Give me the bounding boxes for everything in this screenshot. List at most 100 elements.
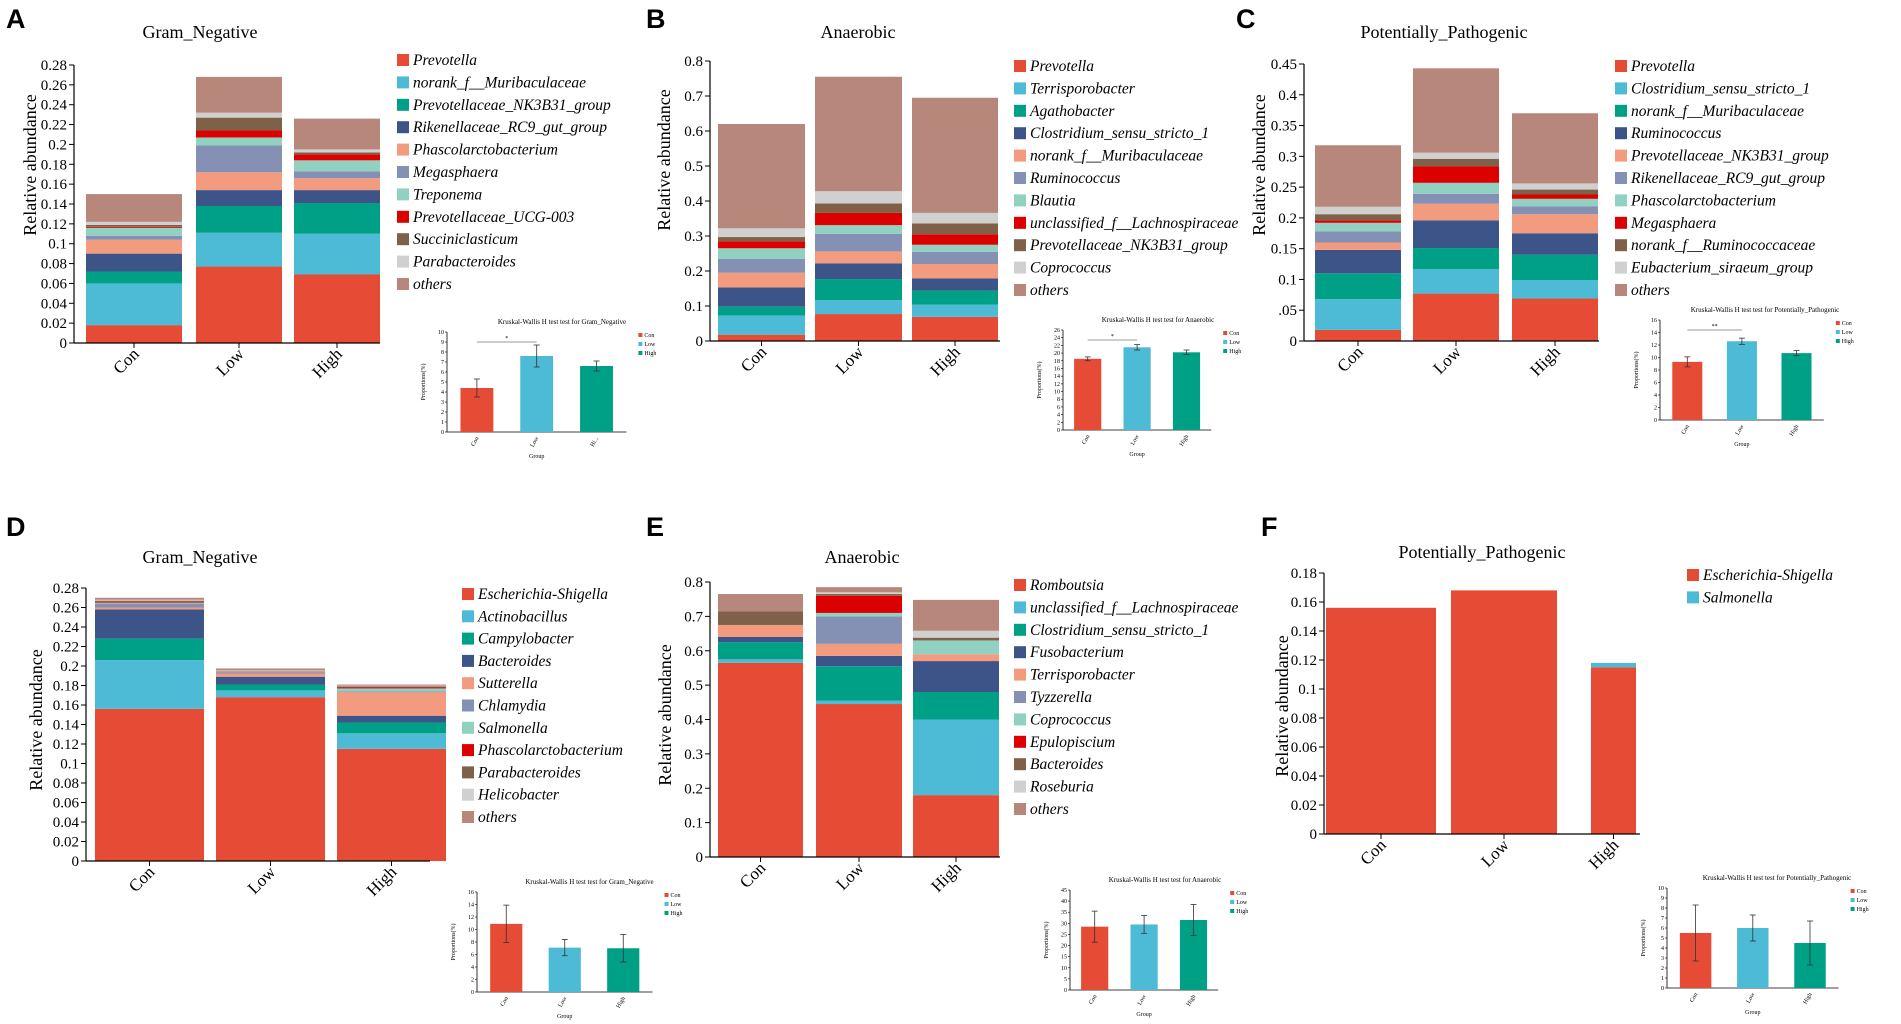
bar-segment-con-4	[86, 239, 182, 254]
bar-segment-con-0	[95, 708, 204, 861]
test-legend-label: Low	[671, 902, 683, 908]
test-y-tick-label: 16	[468, 890, 474, 896]
bar-segment-con-0	[1315, 329, 1401, 341]
test-bar-low	[1130, 924, 1158, 990]
bar-segment-low-9	[816, 592, 902, 595]
test-legend-swatch	[1850, 889, 1855, 893]
bar-segment-low-1	[196, 232, 282, 267]
test-y-tick-label: 30	[1061, 921, 1067, 927]
legend-label: Fusobacterium	[1029, 644, 1124, 661]
y-tick-label: 0.5	[684, 678, 703, 694]
test-legend-label: High	[671, 911, 683, 917]
bar-segment-con-8	[718, 611, 803, 625]
y-axis-label: Relative abundance	[1249, 94, 1269, 235]
test-y-tick-label: 4	[1654, 393, 1657, 399]
test-x-tick-label: High	[1803, 992, 1814, 1005]
legend-label: others	[1030, 282, 1069, 299]
test-legend-swatch	[1835, 321, 1840, 325]
test-y-axis-label: Proportions(%)	[450, 924, 457, 961]
panel-letter: B	[646, 4, 666, 34]
bar-segment-con-7	[718, 241, 805, 249]
x-tick-label-low: Low	[1429, 342, 1465, 378]
kruskal-test-chart: Kruskal-Wallis H test test for Gram_Nega…	[450, 878, 683, 1020]
test-title: Kruskal-Wallis H test test for Anaerobic	[1102, 316, 1214, 324]
bar-segment-high-3	[294, 190, 380, 204]
bar-segment-low-9	[216, 670, 325, 672]
bar-segment-low-3	[196, 190, 282, 206]
test-x-tick-label: High	[1179, 434, 1190, 447]
test-y-axis-label: Proportions(%)	[1633, 352, 1640, 389]
legend-label: Ruminococcus	[1029, 170, 1120, 187]
bar-segment-low-10	[816, 587, 902, 593]
y-tick-label: 0.2	[48, 137, 67, 153]
test-y-tick-label: 6	[441, 370, 444, 376]
y-tick-label: 0.08	[1291, 711, 1317, 727]
test-legend-label: Con	[1229, 331, 1239, 337]
test-x-tick-label: Low	[530, 435, 541, 448]
test-y-tick-label: 4	[1057, 413, 1060, 419]
y-tick-label: 0.28	[53, 581, 79, 597]
bar-segment-con-6	[95, 602, 204, 604]
significance-mark: *	[1111, 334, 1114, 340]
legend-label: Chlamydia	[478, 698, 546, 715]
y-tick-label: 0.18	[53, 679, 79, 695]
x-tick-label-con: Con	[1356, 835, 1390, 869]
bar-segment-high-2	[337, 722, 446, 734]
bar-segment-low-6	[1413, 182, 1499, 194]
bar-segment-con-10	[86, 194, 182, 222]
test-legend-swatch	[664, 902, 669, 906]
bar-segment-con-6	[86, 227, 182, 236]
test-legend-swatch	[1223, 349, 1228, 353]
test-y-tick-label: 35	[1061, 910, 1067, 916]
bar-segment-con-2	[95, 638, 204, 661]
test-y-tick-label: 16	[1054, 366, 1060, 372]
bar-segment-high-2	[294, 203, 380, 234]
legend-label: Terrisporobacter	[1030, 667, 1136, 684]
y-tick-label: 0.02	[41, 316, 67, 332]
panel-a: A Gram_Negative Relative abundance Con Low Hi…	[6, 4, 656, 460]
legend-swatch	[1615, 104, 1627, 117]
y-tick-label: 0.7	[684, 89, 703, 105]
test-y-tick-label: 8	[441, 350, 444, 356]
test-y-axis-label: Proportions(%)	[1043, 922, 1050, 959]
test-x-tick-label: Con	[1681, 424, 1691, 436]
test-x-tick-label: High	[616, 996, 627, 1009]
y-tick-label: 0.16	[53, 698, 80, 714]
bar-segment-con-1	[718, 659, 803, 663]
y-tick-label: 0.1	[1278, 272, 1297, 288]
y-tick-label: 0.35	[1271, 119, 1297, 135]
test-y-tick-label: 10	[1061, 966, 1067, 972]
test-y-tick-label: 8	[1057, 397, 1060, 403]
y-tick-label: 0.14	[53, 718, 80, 734]
significance-mark: **	[1712, 324, 1718, 330]
y-tick-label: 0.14	[1291, 624, 1318, 640]
legend-swatch	[1014, 60, 1026, 72]
bar-segment-high-4	[912, 264, 998, 279]
bar-segment-high-4	[294, 178, 380, 191]
legend-swatch	[1014, 82, 1026, 95]
test-x-tick-label: Low	[558, 995, 569, 1008]
bar-segment-low-9	[815, 191, 902, 204]
bar-segment-high-6	[337, 688, 446, 692]
y-tick-label: 0.1	[684, 816, 703, 832]
y-tick-label: 0.8	[684, 575, 703, 591]
test-x-tick-label: Low	[1137, 993, 1148, 1006]
bar-segment-con-1	[1315, 299, 1401, 330]
legend-swatch	[1014, 758, 1026, 771]
test-x-tick-label: Hi...	[590, 436, 601, 449]
test-y-tick-label: 9	[441, 340, 444, 346]
y-tick-label: 0.1	[684, 299, 703, 315]
panel-letter: E	[646, 512, 664, 542]
test-y-tick-label: 4	[441, 390, 444, 396]
test-bar-con	[1672, 361, 1703, 420]
y-axis-label: Relative abundance	[1272, 635, 1292, 776]
bar-segment-high-1	[912, 304, 998, 317]
bar-segment-low-1	[815, 300, 902, 315]
legend-swatch	[1615, 60, 1627, 72]
bar-segment-low-6	[816, 612, 902, 617]
bar-segment-low-4	[216, 673, 325, 677]
chart-title: Potentially_Pathogenic	[1399, 542, 1566, 562]
y-tick-label: 0.2	[1278, 211, 1297, 227]
test-y-tick-label: 15	[1061, 955, 1067, 961]
bar-segment-con-0	[86, 325, 182, 343]
